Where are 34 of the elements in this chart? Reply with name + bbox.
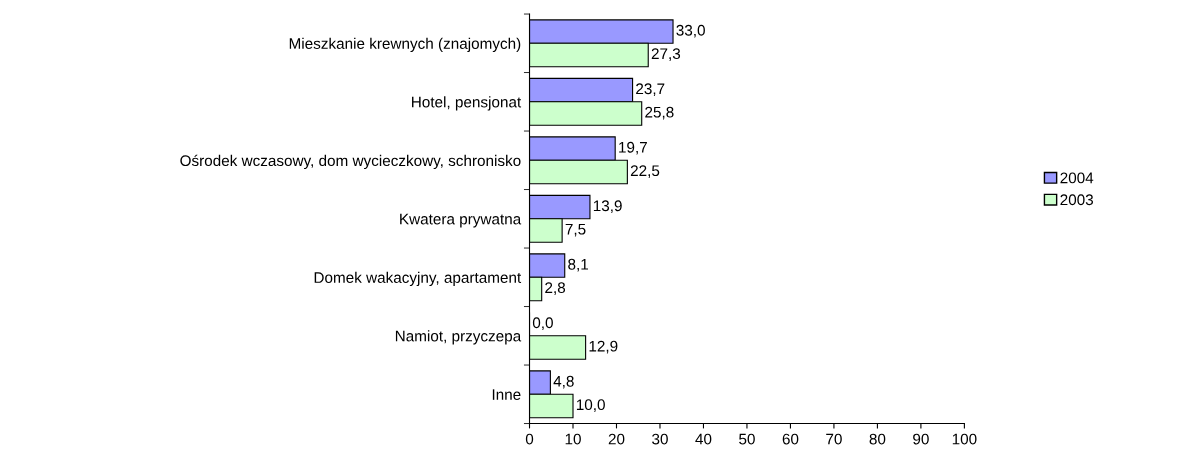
y-tick-label: Mieszkanie krewnych (znajomych) (289, 37, 521, 52)
data-label: 13,9 (593, 200, 622, 213)
x-tick-label: 20 (608, 433, 625, 445)
x-tick-label: 10 (565, 433, 581, 445)
data-label: 33,0 (676, 24, 705, 38)
x-tick-label: 60 (782, 433, 799, 445)
x-tick-label: 30 (652, 433, 668, 445)
x-tick-label: 100 (952, 433, 977, 445)
y-tick-label: Domek wakacyjny, apartament (314, 271, 522, 286)
data-label: 10,0 (576, 399, 605, 412)
legend-label: 2004 (1060, 172, 1094, 184)
x-tick-label: 70 (826, 433, 842, 445)
y-tick-label: Kwatera prywatna (400, 213, 522, 228)
x-tick-label: 80 (869, 433, 886, 445)
data-label: 25,8 (645, 106, 674, 120)
y-tick-label: Namiot, przyczepa (395, 330, 522, 345)
data-label: 22,5 (630, 165, 660, 178)
x-tick-label: 40 (695, 433, 712, 445)
y-tick-label: Inne (492, 389, 521, 400)
x-tick-label: 50 (739, 433, 755, 445)
data-label: 2,8 (545, 282, 566, 295)
legend-label: 2003 (1060, 194, 1094, 206)
y-tick-label: Hotel, pensjonat (412, 96, 522, 111)
x-tick-label: 0 (525, 433, 534, 445)
y-tick-label: Ośrodek wczasowy, dom wycieczkowy, schronisko (180, 154, 521, 170)
data-label: 7,5 (565, 223, 586, 237)
data-label: 0,0 (532, 317, 553, 330)
data-label: 19,7 (619, 141, 647, 155)
data-label: 8,1 (568, 258, 589, 272)
data-label: 27,3 (651, 48, 681, 61)
data-label: 23,7 (636, 83, 665, 96)
x-tick-label: 90 (913, 433, 929, 445)
data-label: 4,8 (553, 375, 574, 389)
data-label: 12,9 (589, 340, 618, 354)
